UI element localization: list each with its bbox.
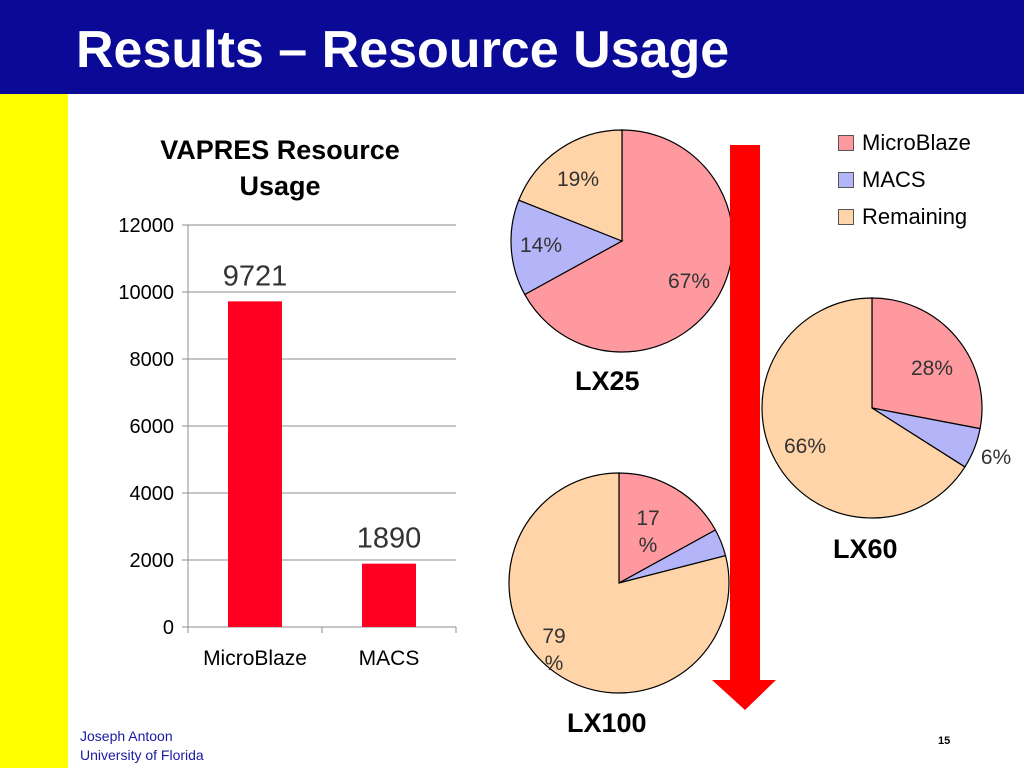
pie-data-label: 67% (668, 270, 710, 293)
pie-data-label: 28% (911, 357, 953, 380)
author-name: Joseph Antoon (80, 728, 173, 744)
pie-data-label-line: 6% (981, 446, 1011, 469)
legend-item-remaining: Remaining (838, 198, 971, 235)
author-affiliation: University of Florida (80, 747, 204, 763)
y-tick-label: 4000 (130, 483, 175, 505)
footer-author: Joseph Antoon University of Florida (80, 727, 204, 765)
pie-slice-remaining (761, 297, 966, 519)
legend-label-remaining: Remaining (862, 203, 968, 229)
pie-data-label-line: % (545, 652, 564, 675)
arrow-shape (712, 145, 776, 710)
legend-swatch-macs (838, 171, 854, 188)
pie-data-label-line: 19% (557, 168, 599, 191)
pie-data-label-line: 17 (636, 507, 659, 530)
pie-data-label: 79% (542, 625, 565, 675)
legend-label-macs: MACS (862, 166, 926, 192)
bar-chart-title: VAPRES Resource Usage (160, 135, 400, 201)
bar-microblaze (228, 301, 282, 627)
x-category-label: MACS (359, 647, 420, 670)
pie-data-label-line: 66% (784, 435, 826, 458)
pie-chart-lx60: 28% 6% 66% (761, 297, 1011, 519)
y-tick-label: 0 (163, 617, 174, 639)
pie-chart-lx25: 67% 14% 19% (510, 129, 734, 353)
legend-swatch-microblaze (838, 134, 854, 151)
pie-slice-microblaze (523, 129, 734, 353)
y-tick-label: 6000 (130, 416, 175, 438)
legend-item-macs: MACS (838, 161, 971, 198)
bar-chart: 0 2000 4000 6000 8000 10000 12000 9721 MicroBlaz… (118, 215, 457, 670)
pie-slice-microblaze (618, 472, 717, 585)
pie-title-lx100: LX100 (567, 708, 647, 738)
bar-data-label: 9721 (223, 260, 288, 292)
pie-data-label-line: % (639, 534, 658, 557)
down-arrow-icon (712, 145, 776, 710)
pie-data-label-line: 28% (911, 357, 953, 380)
x-category-label: MicroBlaze (203, 647, 307, 670)
pie-legend: MicroBlaze MACS Remaining (838, 124, 971, 235)
y-tick-label: 8000 (130, 349, 175, 371)
pie-slice-microblaze (871, 297, 983, 430)
pie-title-lx60: LX60 (833, 534, 898, 564)
pie-data-label: 6% (981, 446, 1011, 469)
legend-label-microblaze: MicroBlaze (862, 129, 971, 155)
pie-slice-remaining (508, 472, 730, 694)
y-tick-label: 12000 (118, 215, 174, 237)
pie-slice-macs (510, 199, 624, 296)
pie-data-label-line: 14% (520, 234, 562, 257)
side-accent-bar (0, 94, 68, 768)
y-tick-label: 10000 (118, 282, 174, 304)
page-number: 15 (938, 735, 951, 747)
pie-title-lx25: LX25 (575, 366, 640, 396)
bar-macs (362, 563, 416, 627)
legend-item-microblaze: MicroBlaze (838, 124, 971, 161)
pie-data-label: 14% (520, 234, 562, 257)
pie-data-label: 19% (557, 168, 599, 191)
pie-data-label: 17% (636, 507, 659, 557)
pie-chart-lx100: 17 %79% (508, 472, 730, 694)
bar-data-label: 1890 (357, 523, 422, 555)
pie-slice-remaining (518, 129, 623, 242)
pie-data-label: 66% (784, 435, 826, 458)
pie-data-label-line: 67% (668, 270, 710, 293)
legend-swatch-remaining (838, 208, 854, 225)
slide-title: Results – Resource Usage (76, 21, 730, 79)
pie-data-label-line: 79 (542, 625, 565, 648)
title-bar (0, 0, 1024, 94)
y-tick-label: 2000 (130, 550, 175, 572)
